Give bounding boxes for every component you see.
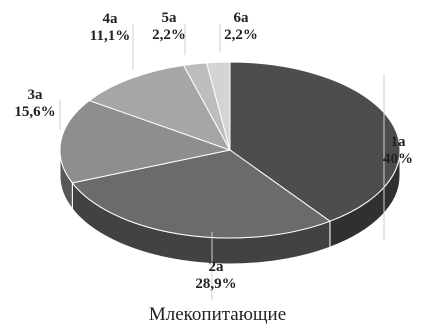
slice-value-label: 11,1% (90, 28, 130, 44)
slice-category-label: 2a (209, 259, 225, 275)
slice-value-label: 2,2% (224, 27, 258, 43)
slice-value-label: 15,6% (14, 104, 55, 120)
pie-slice-3a (59, 99, 232, 184)
slice-category-label: 6a (234, 10, 250, 26)
slice-value-label: 2,2% (152, 27, 186, 43)
slice-category-label: 3a (28, 87, 44, 103)
slice-category-label: 4a (103, 11, 119, 27)
pie-slice-1a (229, 61, 401, 222)
slice-value-label: 28,9% (195, 276, 236, 292)
slice-category-label: 5a (162, 10, 178, 26)
pie-slice-6a (205, 61, 231, 151)
slice-category-label: 1a (391, 134, 407, 150)
pie-slice-2a (71, 149, 331, 239)
chart-title: Млекопитающие (148, 304, 287, 325)
slice-value-label: 40% (383, 151, 413, 167)
